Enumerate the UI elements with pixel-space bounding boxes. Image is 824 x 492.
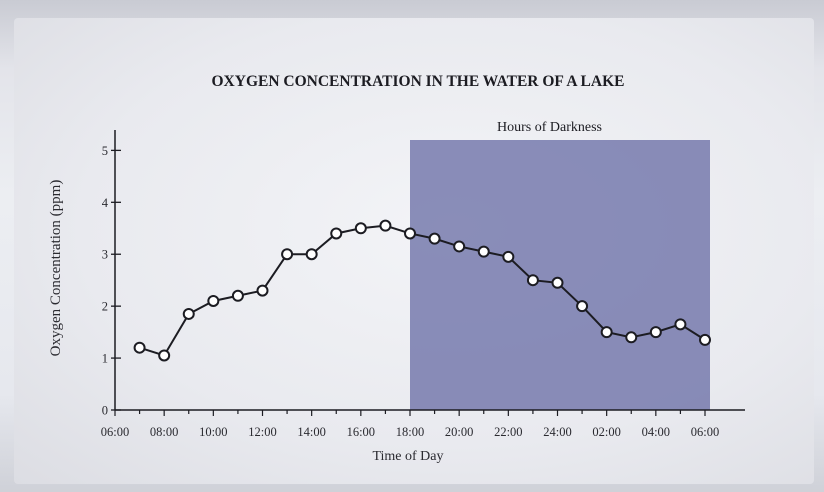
x-ticks: 06:00 08:00 10:00 12:00 14:00 16:00 18:00 20:00… (101, 410, 719, 439)
data-point (182, 307, 195, 320)
y-tick-label: 3 (102, 248, 108, 262)
chart-title: OXYGEN CONCENTRATION IN THE WATER OF A L… (212, 73, 625, 90)
x-tick-label: 20:00 (445, 425, 473, 439)
y-tick-label: 2 (102, 300, 108, 314)
data-point (428, 232, 441, 245)
data-point (674, 318, 687, 331)
data-point (526, 274, 539, 287)
data-point (231, 289, 244, 302)
x-tick-label: 14:00 (297, 425, 325, 439)
x-tick-label: 06:00 (691, 425, 719, 439)
y-ticks: 0 1 2 3 4 5 (102, 144, 121, 418)
data-point (330, 227, 343, 240)
x-axis-label: Time of Day (372, 449, 443, 464)
x-tick-label: 16:00 (347, 425, 375, 439)
x-tick-label: 02:00 (592, 425, 620, 439)
x-tick-label: 24:00 (543, 425, 571, 439)
data-point (699, 333, 711, 346)
data-point (207, 294, 220, 307)
y-tick-label: 1 (102, 352, 108, 366)
y-tick-label: 4 (102, 196, 109, 210)
x-tick-label: 18:00 (396, 425, 424, 439)
data-point (379, 219, 392, 232)
data-point (281, 248, 294, 261)
data-point (404, 227, 416, 240)
chart-axes (114, 130, 745, 411)
x-tick-label: 04:00 (642, 425, 670, 439)
data-point (625, 331, 638, 344)
oxygen-data-points (133, 219, 711, 362)
data-point (576, 300, 589, 313)
x-tick-label: 06:00 (101, 425, 129, 439)
data-point (256, 284, 269, 297)
darkness-label: Hours of Darkness (497, 120, 602, 135)
data-point (305, 248, 318, 261)
data-point (551, 276, 564, 289)
y-tick-label: 0 (102, 404, 108, 418)
x-tick-label: 22:00 (494, 425, 522, 439)
y-tick-label: 5 (102, 144, 108, 158)
data-point (477, 245, 490, 258)
y-axis-label: Oxygen Concentration (ppm) (48, 180, 64, 357)
data-point (158, 349, 171, 362)
data-point (649, 326, 662, 339)
data-point (453, 240, 466, 253)
x-tick-label: 08:00 (150, 425, 178, 439)
data-point (502, 250, 515, 263)
data-point (133, 341, 146, 354)
data-point (600, 326, 613, 339)
darkness-shaded-region (410, 140, 710, 410)
x-tick-label: 10:00 (199, 425, 227, 439)
x-tick-label: 12:00 (248, 425, 276, 439)
data-point (354, 222, 367, 235)
